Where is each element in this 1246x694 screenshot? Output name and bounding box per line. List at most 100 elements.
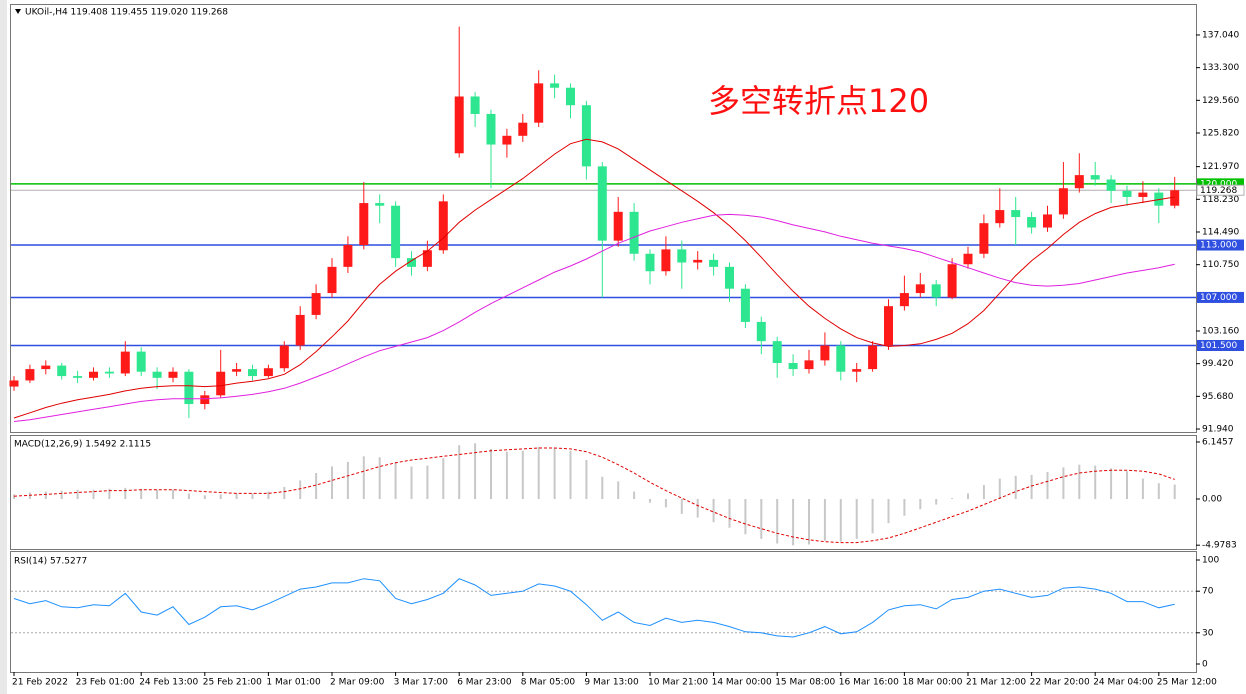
candle-body	[645, 253, 655, 272]
marks: 137.040 133.300 129.560 125.820 121.970 118.2…	[9, 26, 1245, 688]
macd-bar	[124, 487, 127, 499]
candle-body	[820, 345, 830, 361]
candle-body	[836, 345, 846, 372]
x-tick-label: 24 Feb 13:00	[139, 678, 198, 688]
x-tick-label: 18 Mar 00:00	[902, 678, 962, 688]
candle-body	[1122, 190, 1132, 197]
candle-body	[422, 250, 432, 267]
candle-body	[1106, 179, 1116, 191]
macd-bar	[474, 443, 477, 499]
y-tick-label: 0	[1202, 659, 1208, 669]
candle-body	[709, 259, 719, 267]
macd-bar	[346, 461, 349, 499]
macd-bar	[315, 473, 318, 499]
y-tick-label: 118.230	[1202, 195, 1239, 205]
macd-bar	[903, 498, 906, 516]
macd-bar	[490, 448, 492, 499]
macd-bar	[1126, 471, 1128, 499]
macd-bar	[1173, 484, 1176, 499]
x-tick-label: 23 Feb 01:00	[76, 678, 135, 688]
candle-body	[104, 371, 114, 374]
macd-bar	[140, 488, 143, 499]
level-label: 113.000	[1200, 241, 1237, 251]
y-tick-label: 114.490	[1202, 227, 1239, 237]
macd-bar	[951, 498, 954, 499]
macd-bar	[1141, 478, 1144, 499]
y-tick-label: 99.420	[1202, 359, 1234, 369]
macd-bar	[458, 445, 461, 499]
x-tick-label: 25 Mar 12:00	[1157, 678, 1217, 688]
candle-body	[391, 205, 401, 259]
macd-bar	[1014, 475, 1017, 499]
macd-bar	[982, 485, 985, 499]
candle-body	[216, 371, 226, 396]
candle-body	[629, 211, 639, 254]
macd-bar	[283, 486, 286, 499]
candle-body	[41, 365, 51, 370]
candle-body	[868, 345, 878, 370]
macd-bar	[823, 498, 826, 541]
candle-body	[613, 211, 623, 241]
macd-bar	[187, 493, 190, 499]
macd-bar	[537, 447, 540, 499]
candle-body	[693, 259, 703, 263]
macd-bar	[1030, 474, 1033, 499]
macd-bar	[998, 478, 1001, 499]
macd-bar	[601, 476, 604, 499]
candle-body	[359, 203, 369, 246]
macd-bar	[1078, 464, 1081, 499]
macd-bar	[267, 491, 270, 499]
candle-body	[1074, 175, 1084, 189]
y-tick-label: 137.040	[1202, 30, 1239, 40]
candle-body	[1138, 192, 1148, 197]
last-price-box	[1196, 184, 1245, 196]
candle-body	[772, 341, 782, 363]
x-tick-label: 3 Mar 17:00	[394, 678, 449, 688]
macd-bar	[887, 498, 890, 524]
macd-bar	[76, 489, 79, 499]
macd-bar	[410, 466, 413, 499]
y-tick-label: 70	[1202, 587, 1214, 597]
x-tick-label: 14 Mar 00:00	[712, 678, 772, 688]
candle-body	[852, 369, 862, 372]
candle-body	[120, 351, 130, 374]
candle-body	[25, 369, 35, 381]
x-tick-label: 22 Mar 20:00	[1030, 678, 1090, 688]
macd-bar	[728, 498, 731, 528]
y-tick-label: 125.820	[1202, 129, 1239, 139]
x-tick-label: 16 Mar 16:00	[839, 678, 899, 688]
x-tick-label: 24 Mar 04:00	[1093, 678, 1153, 688]
candle-body	[152, 371, 162, 378]
candle-body	[1043, 214, 1052, 228]
candle-body	[343, 245, 353, 267]
window-edge	[0, 0, 7, 694]
macd-bar	[331, 466, 333, 499]
macd-bar	[203, 495, 206, 499]
candle-body	[9, 380, 19, 387]
candle-body	[725, 266, 734, 289]
last-price-label: 119.268	[1200, 186, 1237, 196]
x-tick-label: 21 Mar 12:00	[966, 678, 1026, 688]
macd-bar	[156, 489, 159, 499]
moving-average	[13, 213, 1175, 422]
candle-body	[295, 314, 305, 346]
signal-line	[13, 447, 1175, 544]
macd-bar	[505, 451, 508, 499]
macd-bar	[13, 494, 15, 499]
macd-bar	[617, 481, 620, 499]
macd-bar	[60, 490, 63, 499]
macd-bar	[792, 498, 795, 546]
candle-body	[518, 122, 528, 136]
candle-body	[1027, 217, 1037, 228]
macd-bar	[1157, 483, 1160, 499]
candle-body	[979, 223, 989, 254]
y-tick-label: 100	[1202, 556, 1219, 566]
candle-body	[502, 135, 512, 145]
candle-body	[597, 166, 607, 241]
macd-bar	[1046, 472, 1049, 499]
candle-body	[915, 284, 925, 294]
menu-arrow[interactable]	[15, 9, 21, 14]
y-tick-label: 30	[1202, 628, 1214, 638]
